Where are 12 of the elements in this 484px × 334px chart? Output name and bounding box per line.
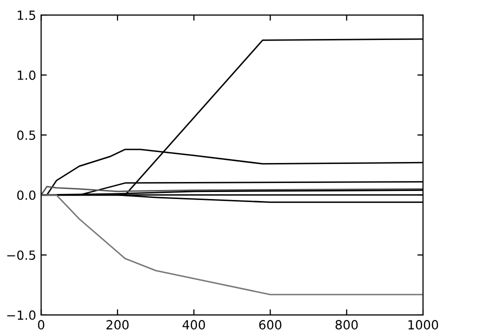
x-tick-label: 200: [106, 320, 129, 330]
x-tick-label: 400: [182, 320, 205, 330]
y-tick-label: −0.5: [7, 250, 36, 260]
x-tick-label: 800: [336, 320, 358, 330]
x-tick-label: 600: [259, 320, 282, 330]
y-tick-label: −1.0: [7, 310, 36, 320]
y-tick-label: 0.5: [17, 130, 36, 140]
y-tick-label: 1.5: [18, 10, 36, 20]
y-tick-label: 0.0: [17, 190, 36, 200]
x-tick-label: 0: [38, 320, 44, 330]
y-tick-label: 1.0: [18, 70, 36, 80]
x-tick-label: 1000: [408, 320, 438, 330]
